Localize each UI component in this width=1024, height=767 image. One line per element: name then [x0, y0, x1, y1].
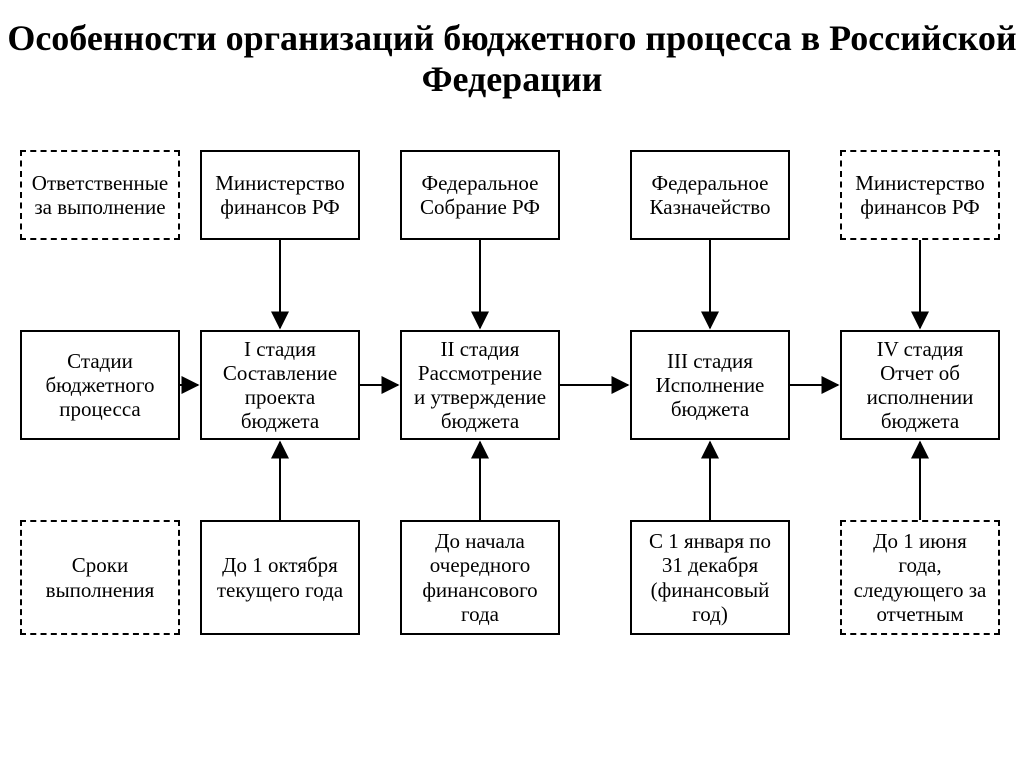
responsible-stage-3-box: Федеральное Казначейство	[630, 150, 790, 240]
responsible-stage-4: Министерство финансов РФ	[850, 171, 990, 219]
stage-2: II стадия Рассмотрение и утверждение бюд…	[410, 337, 550, 434]
stage-2-box: II стадия Рассмотрение и утверждение бюд…	[400, 330, 560, 440]
responsible-stage-1-box: Министерство финансов РФ	[200, 150, 360, 240]
deadline-stage-3-box: С 1 января по 31 декабря (финансовый год…	[630, 520, 790, 635]
responsible-label-box: Ответственные за выполнение	[20, 150, 180, 240]
deadline-stage-4: До 1 июня года, следующего за отчетным	[850, 529, 990, 626]
stage-3: III стадия Исполнение бюджета	[640, 349, 780, 421]
stages-label: Стадии бюджетного процесса	[30, 349, 170, 421]
responsible-stage-2: Федеральное Собрание РФ	[410, 171, 550, 219]
responsible-stage-1: Министерство финансов РФ	[210, 171, 350, 219]
deadline-stage-4-box: До 1 июня года, следующего за отчетным	[840, 520, 1000, 635]
deadline-stage-2-box: До начала очередного финансового года	[400, 520, 560, 635]
stage-1: I стадия Составление проекта бюджета	[210, 337, 350, 434]
deadline-stage-2: До начала очередного финансового года	[410, 529, 550, 626]
deadline-stage-1: До 1 октября текущего года	[210, 553, 350, 601]
diagram-title: Особенности организаций бюджетного проце…	[0, 18, 1024, 101]
deadline-stage-3: С 1 января по 31 декабря (финансовый год…	[640, 529, 780, 626]
deadline-stage-1-box: До 1 октября текущего года	[200, 520, 360, 635]
responsible-label: Ответственные за выполнение	[30, 171, 170, 219]
stage-4-box: IV стадия Отчет об исполнении бюджета	[840, 330, 1000, 440]
responsible-stage-2-box: Федеральное Собрание РФ	[400, 150, 560, 240]
stage-1-box: I стадия Составление проекта бюджета	[200, 330, 360, 440]
deadlines-label-box: Сроки выполнения	[20, 520, 180, 635]
stages-label-box: Стадии бюджетного процесса	[20, 330, 180, 440]
responsible-stage-4-box: Министерство финансов РФ	[840, 150, 1000, 240]
deadlines-label: Сроки выполнения	[30, 553, 170, 601]
stage-4: IV стадия Отчет об исполнении бюджета	[850, 337, 990, 434]
diagram-canvas: Особенности организаций бюджетного проце…	[0, 0, 1024, 767]
responsible-stage-3: Федеральное Казначейство	[640, 171, 780, 219]
stage-3-box: III стадия Исполнение бюджета	[630, 330, 790, 440]
